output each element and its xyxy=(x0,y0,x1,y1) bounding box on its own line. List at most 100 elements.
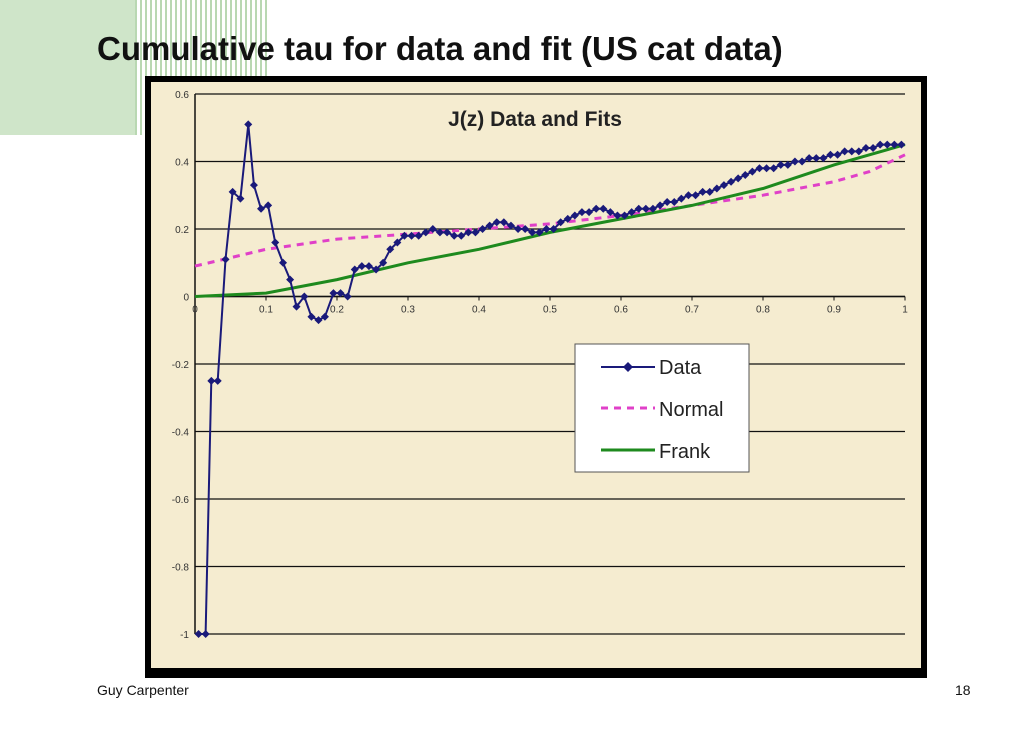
data-point xyxy=(755,164,764,173)
series-layer xyxy=(194,120,906,638)
data-point xyxy=(343,292,352,301)
data-point xyxy=(478,225,487,233)
page-number: 18 xyxy=(955,682,971,698)
decorative-green-block xyxy=(0,0,135,135)
data-point xyxy=(492,218,501,227)
data-point xyxy=(819,154,828,163)
chart-area-background xyxy=(151,82,921,668)
y-tick-label: -1 xyxy=(180,630,189,641)
data-point xyxy=(741,171,750,179)
data-point xyxy=(372,265,381,274)
x-tick-label: 0.9 xyxy=(827,305,841,316)
data-point xyxy=(734,174,743,183)
data-point xyxy=(271,238,280,247)
y-tick-label: 0.2 xyxy=(175,225,189,236)
data-point xyxy=(897,140,906,149)
data-point xyxy=(450,231,459,240)
data-point xyxy=(776,160,785,169)
x-tick-label: 0.1 xyxy=(259,305,273,316)
data-point xyxy=(684,191,693,200)
data-point xyxy=(854,147,863,156)
data-point xyxy=(641,204,650,213)
data-point xyxy=(840,147,849,156)
data-point xyxy=(364,262,373,271)
data-point xyxy=(613,211,622,220)
data-point xyxy=(207,376,216,385)
data-point xyxy=(421,228,430,237)
data-point xyxy=(201,630,210,638)
data-point xyxy=(249,181,258,190)
data-point xyxy=(648,204,657,213)
data-point xyxy=(769,164,778,173)
data-point xyxy=(634,204,643,213)
data-point xyxy=(521,225,530,233)
data-point xyxy=(213,376,222,385)
data-point xyxy=(748,167,757,176)
chart-title: J(z) Data and Fits xyxy=(448,108,622,131)
data-point xyxy=(656,201,665,210)
data-point xyxy=(292,302,301,311)
x-tick-label: 0.6 xyxy=(614,305,628,316)
data-point xyxy=(790,157,799,166)
data-point xyxy=(499,218,508,227)
data-point xyxy=(577,208,586,217)
y-tick-label: -0.4 xyxy=(172,428,190,439)
data-point xyxy=(457,231,466,240)
data-point xyxy=(485,221,494,230)
y-tick-label: -0.8 xyxy=(172,563,190,574)
data-point xyxy=(286,275,295,284)
data-point xyxy=(599,204,608,213)
data-point xyxy=(627,208,636,217)
data-point xyxy=(727,177,736,186)
data-point xyxy=(833,150,842,159)
data-point xyxy=(506,221,515,230)
data-point xyxy=(471,228,480,237)
data-point xyxy=(221,255,230,264)
data-point xyxy=(279,258,288,267)
data-point xyxy=(428,225,437,233)
data-point xyxy=(805,154,814,163)
data-point xyxy=(556,218,565,227)
data-point xyxy=(300,292,309,301)
x-tick-label: 0.8 xyxy=(756,305,770,316)
data-point xyxy=(783,160,792,169)
data-point xyxy=(869,144,878,152)
data-point xyxy=(228,187,237,196)
data-point xyxy=(861,144,870,152)
data-point xyxy=(514,225,523,233)
data-point xyxy=(244,120,253,129)
data-point xyxy=(585,208,594,217)
legend: Data Normal Frank xyxy=(574,343,750,473)
data-point xyxy=(307,312,316,321)
data-point xyxy=(620,211,629,220)
data-point xyxy=(592,204,601,213)
data-point xyxy=(393,238,402,247)
data-point xyxy=(719,181,728,190)
data-point xyxy=(435,228,444,237)
data-point xyxy=(257,204,266,213)
axes: 0.6 0.4 0.2 0 -0.2 -0.4 -0.6 -0.8 -1 0 0.1 0.2 0.3 0.… xyxy=(172,90,908,641)
chart-svg: 0.6 0.4 0.2 0 -0.2 -0.4 -0.6 -0.8 -1 0 0.1 0.2 0.3 0.… xyxy=(151,82,921,668)
x-tick-label: 0.2 xyxy=(330,305,344,316)
data-point xyxy=(542,225,551,233)
data-point xyxy=(336,289,345,298)
x-tick-label: 0.7 xyxy=(685,305,699,316)
x-tick-label: 0.5 xyxy=(543,305,557,316)
data-point xyxy=(329,289,338,298)
data-point xyxy=(528,228,537,237)
legend-frank-label: Frank xyxy=(659,441,711,463)
series-line-frank xyxy=(194,143,906,298)
data-point xyxy=(194,630,203,638)
data-point xyxy=(443,228,452,237)
data-point xyxy=(698,187,707,196)
data-point xyxy=(407,231,416,240)
data-point xyxy=(563,214,572,223)
data-point xyxy=(350,265,359,274)
x-tick-label: 1 xyxy=(902,305,908,316)
data-point xyxy=(236,194,245,203)
x-tick-label: 0 xyxy=(192,305,198,316)
chart-frame: 0.6 0.4 0.2 0 -0.2 -0.4 -0.6 -0.8 -1 0 0.1 0.2 0.3 0.… xyxy=(145,76,927,678)
data-point xyxy=(606,208,615,217)
slide-title: Cumulative tau for data and fit (US cat … xyxy=(97,30,783,67)
x-tick-label: 0.4 xyxy=(472,305,486,316)
